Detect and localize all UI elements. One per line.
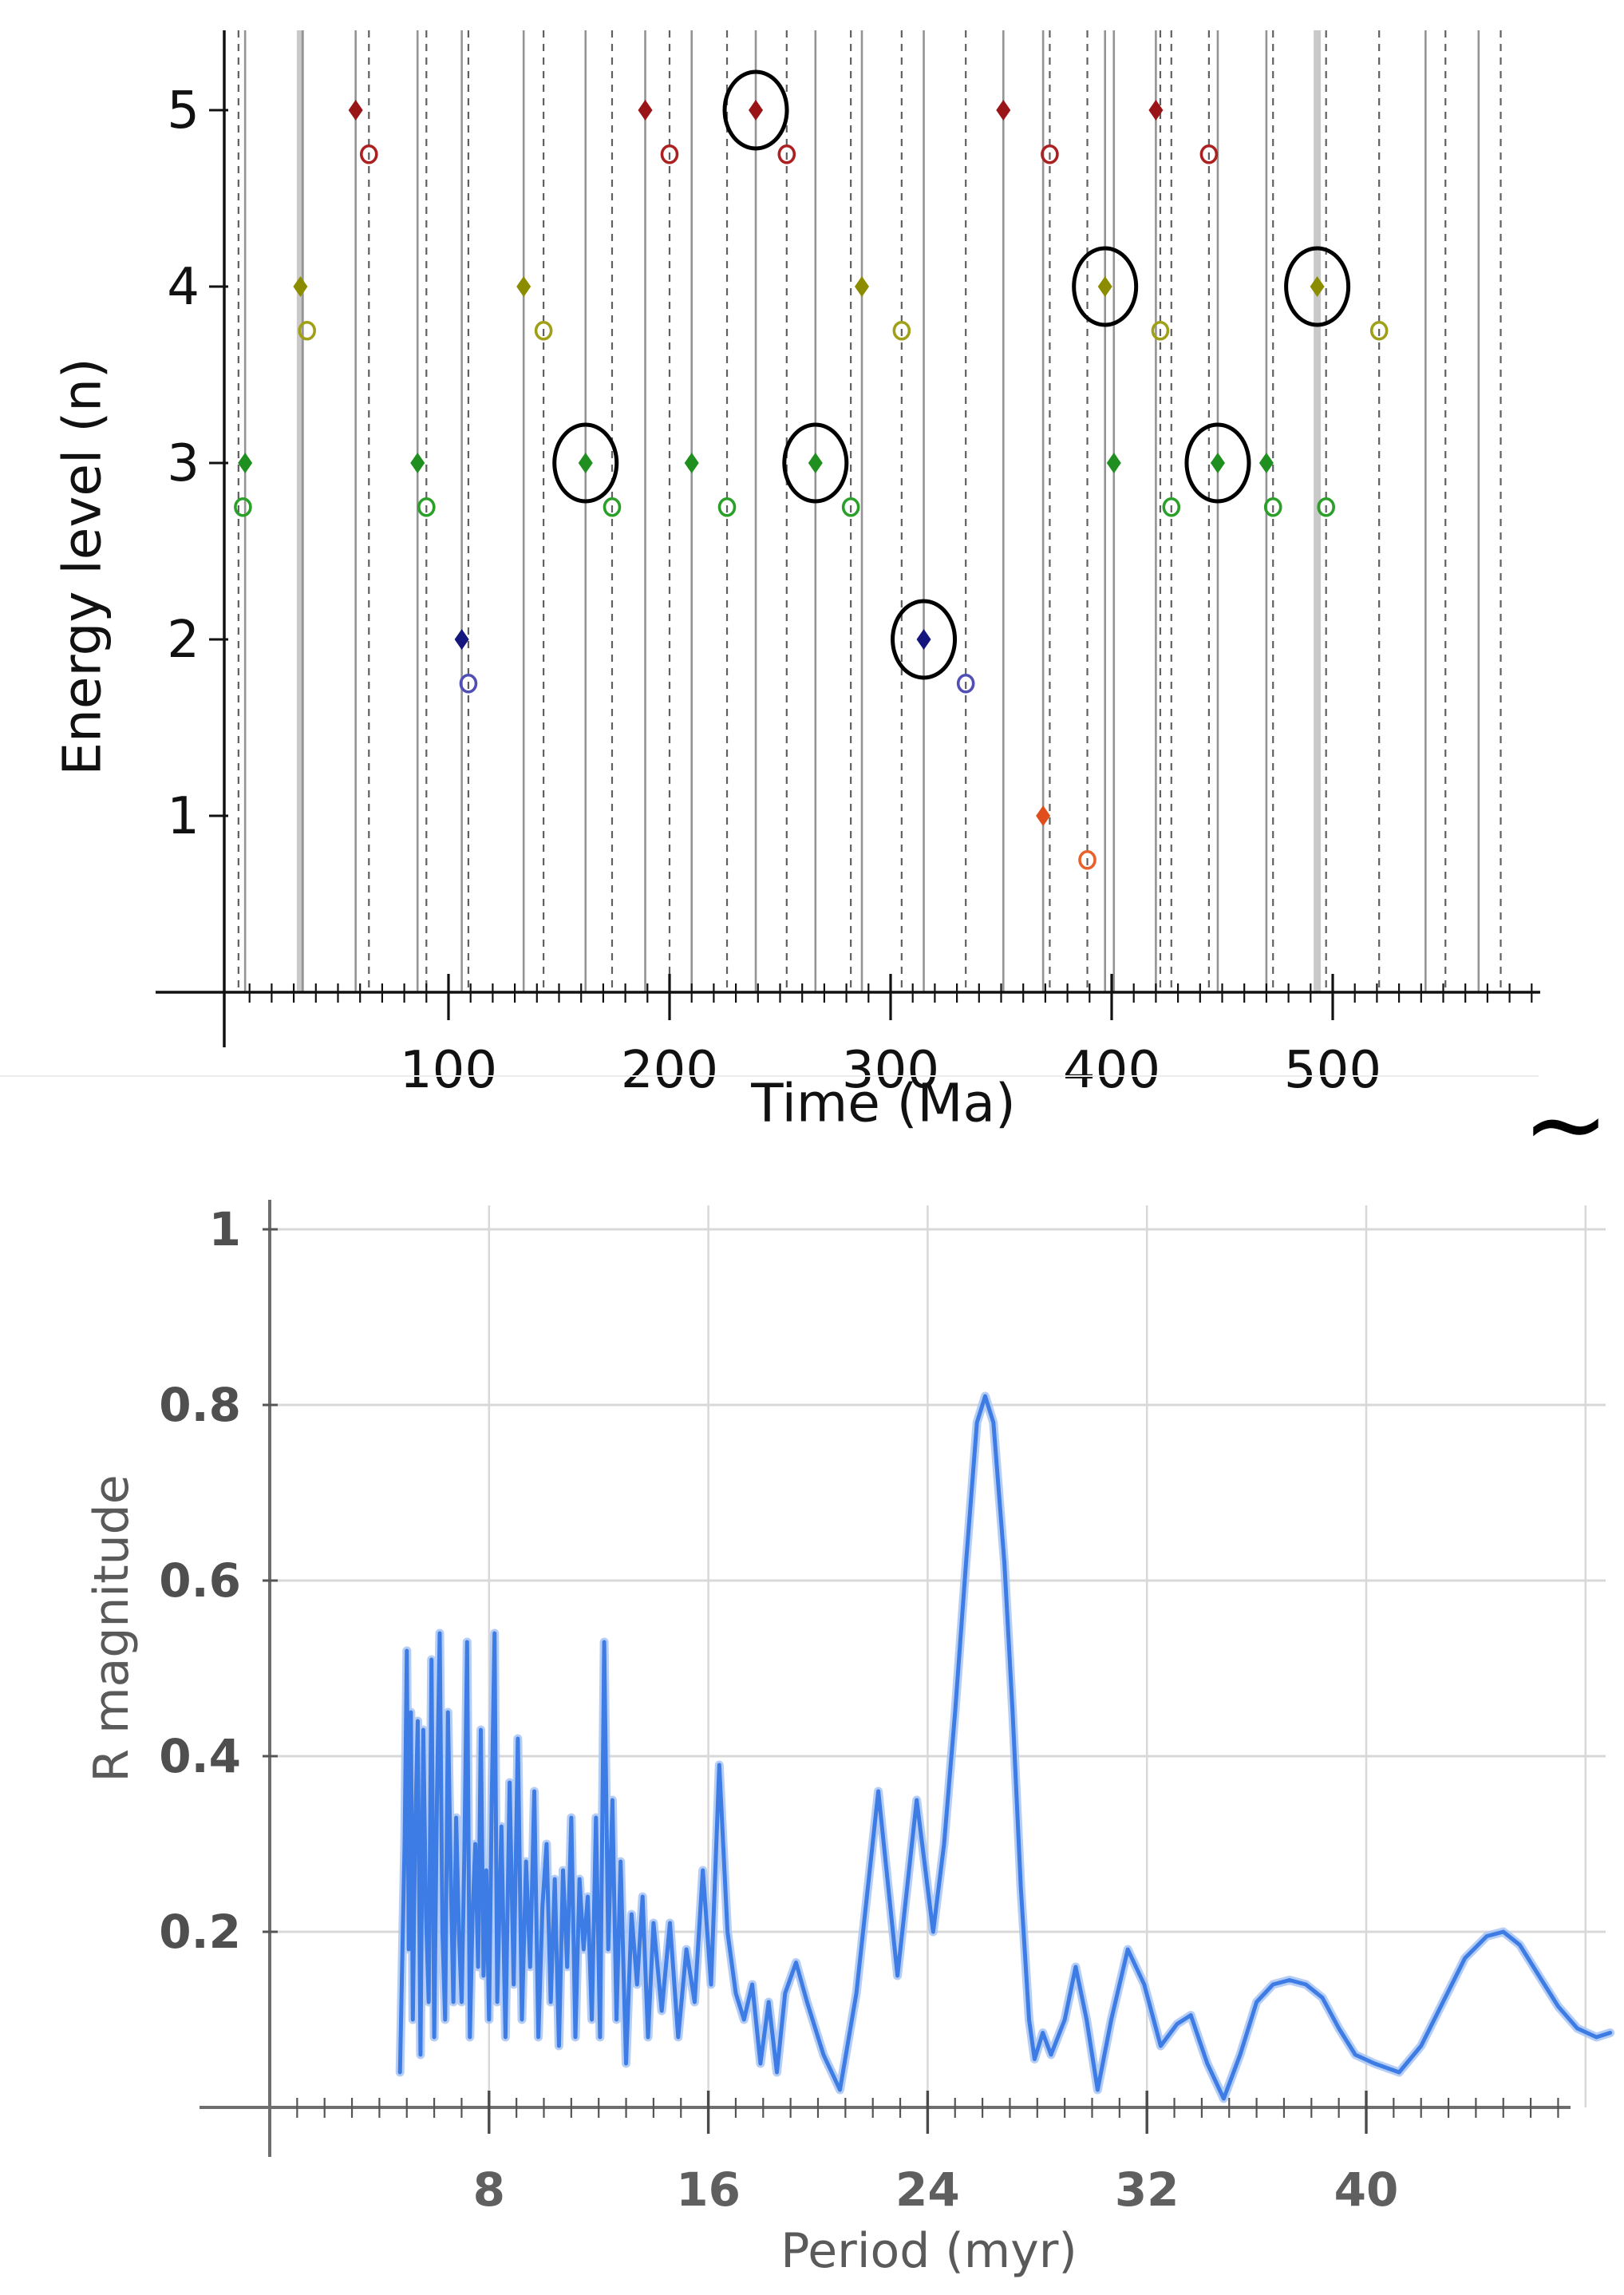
open-marker-n4-olive (1151, 320, 1170, 341)
tilde-symbol: ∼ (1522, 1063, 1610, 1185)
bottom-y-tick-label: 0.2 (159, 1905, 241, 1959)
periodogram-y-axis-title: R magnitude (84, 1474, 140, 1783)
bottom-x-tick-label: 40 (1334, 2162, 1399, 2217)
highlight-circle (722, 69, 789, 151)
filled-marker-n5-darkred (638, 100, 653, 121)
periodogram-curve (397, 1394, 1613, 2101)
top-x-tick-label: 400 (1063, 1041, 1160, 1100)
filled-marker-n1-orange (1036, 805, 1051, 826)
filled-marker-n2-navy (916, 629, 931, 650)
open-marker-n5-darkred (359, 144, 378, 164)
top-y-tick-label: 2 (167, 611, 200, 670)
open-marker-n3-green (234, 497, 252, 517)
highlight-circle (891, 599, 958, 680)
bottom-y-tick-label: 0.6 (159, 1553, 241, 1608)
filled-marker-n4-olive (1097, 276, 1112, 297)
filled-marker-n4-olive (516, 276, 531, 297)
open-marker-n1-orange (1078, 849, 1096, 870)
top-y-tick-label: 4 (167, 258, 200, 317)
filled-marker-n5-darkred (749, 100, 764, 121)
periodogram-x-axis-title: Period (myr) (780, 2223, 1077, 2279)
bottom-x-tick-label: 24 (895, 2162, 960, 2217)
open-marker-n3-green (603, 497, 622, 517)
open-marker-n4-olive (1369, 320, 1389, 341)
filled-marker-n4-olive (1310, 276, 1325, 297)
open-marker-n2-navy (459, 673, 478, 694)
filled-marker-n2-navy (454, 629, 469, 650)
open-marker-n5-darkred (777, 144, 796, 164)
bottom-y-tick-label: 0.8 (159, 1378, 241, 1432)
top-y-tick-label: 3 (167, 434, 200, 493)
energy-chart-x-axis-title: Time (Ma) (751, 1072, 1016, 1134)
top-y-tick-label: 5 (167, 81, 200, 140)
open-marker-n4-olive (534, 320, 553, 341)
filled-marker-n5-darkred (1148, 100, 1164, 121)
top-x-tick-label: 500 (1284, 1041, 1381, 1100)
highlight-circle (1284, 246, 1351, 327)
top-x-tick-label: 300 (842, 1041, 939, 1100)
bottom-x-tick-label: 16 (676, 2162, 741, 2217)
filled-marker-n4-olive (854, 276, 869, 297)
filled-marker-n3-green (1106, 453, 1121, 473)
filled-marker-n3-green (238, 453, 253, 473)
filled-marker-n3-green (684, 453, 699, 473)
open-marker-n3-green (1263, 497, 1282, 517)
bottom-y-tick-label: 0.4 (159, 1729, 241, 1783)
open-marker-n3-green (717, 497, 737, 517)
open-marker-n4-olive (892, 320, 911, 341)
open-marker-n3-green (1162, 497, 1181, 517)
filled-marker-n3-green (410, 453, 425, 473)
filled-marker-n3-green (578, 453, 593, 473)
highlight-circle (552, 422, 619, 504)
energy-chart-y-axis-title: Energy level (n) (51, 358, 113, 776)
open-marker-n5-darkred (1199, 144, 1219, 164)
filled-marker-n5-darkred (348, 100, 363, 121)
filled-marker-n5-darkred (996, 100, 1011, 121)
filled-marker-n3-green (1259, 453, 1274, 473)
top-x-tick-label: 200 (621, 1041, 718, 1100)
top-y-tick-label: 1 (167, 787, 200, 846)
filled-marker-n4-olive (293, 276, 308, 297)
bottom-x-tick-label: 32 (1115, 2162, 1179, 2217)
filled-marker-n3-green (1210, 453, 1225, 473)
top-x-tick-label: 100 (400, 1041, 497, 1100)
open-marker-n3-green (841, 497, 860, 517)
highlight-circle (1184, 422, 1251, 504)
filled-marker-n3-green (808, 453, 823, 473)
open-marker-n5-darkred (660, 144, 679, 164)
highlight-circle (782, 422, 849, 504)
highlight-circle (1072, 246, 1139, 327)
open-marker-n5-darkred (1041, 144, 1059, 164)
open-marker-n3-green (417, 497, 436, 517)
panel-divider-line (0, 1075, 1539, 1077)
bottom-y-tick-label: 1 (209, 1202, 241, 1256)
open-marker-n2-navy (956, 673, 975, 694)
open-marker-n4-olive (298, 320, 317, 341)
bottom-x-tick-label: 8 (473, 2162, 505, 2217)
periodogram-curve-halo (395, 1391, 1615, 2103)
open-marker-n3-green (1317, 497, 1335, 517)
